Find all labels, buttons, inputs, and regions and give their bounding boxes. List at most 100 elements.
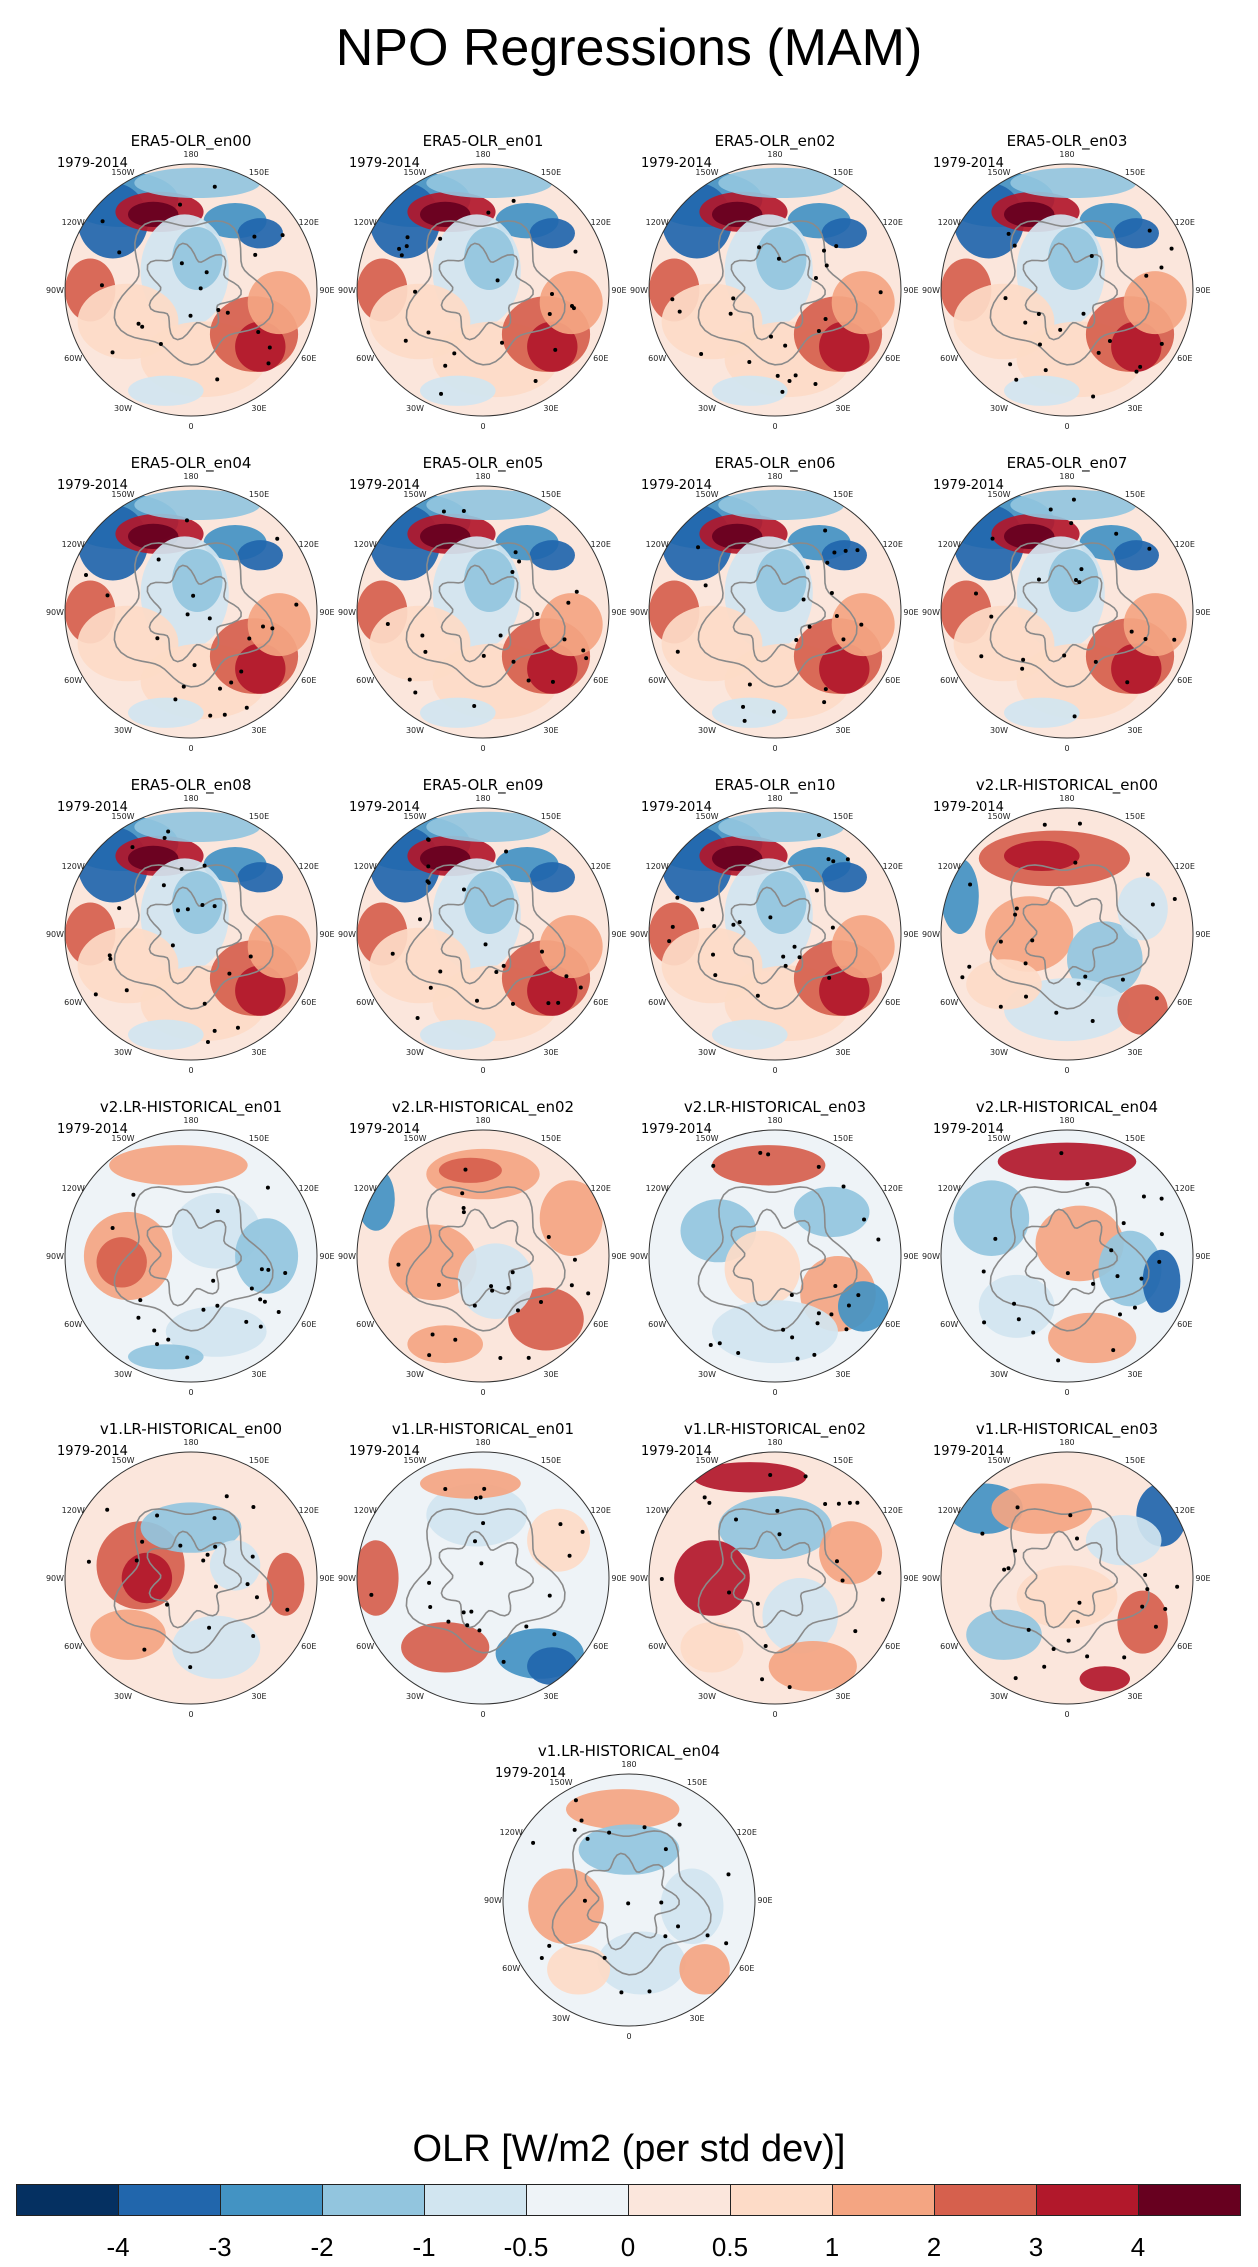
significance-dot	[607, 1830, 612, 1835]
colorbar-box	[526, 2184, 629, 2216]
map-boundary	[64, 163, 318, 417]
significance-dot	[564, 974, 569, 979]
significance-dot	[202, 863, 207, 868]
anomaly-shading	[819, 1521, 883, 1585]
significance-dot	[426, 330, 431, 335]
significance-dot	[547, 1593, 552, 1598]
significance-dot	[807, 624, 812, 629]
longitude-label: 60E	[301, 998, 316, 1007]
longitude-label: 0	[188, 1710, 193, 1719]
significance-dot	[834, 244, 839, 249]
longitude-label: 150E	[249, 490, 269, 499]
significance-dot	[152, 1328, 157, 1333]
longitude-label: 60W	[356, 1642, 374, 1651]
map-panel: ERA5-OLR_en08 180 150E 120E 90E 60E 30E 0 30W 60W…	[45, 776, 337, 1076]
anomaly-shading	[357, 1540, 399, 1616]
longitude-label: 60E	[593, 676, 608, 685]
longitude-label: 30W	[990, 1370, 1008, 1379]
significance-dot	[1069, 521, 1074, 526]
significance-dot	[1043, 368, 1048, 373]
significance-dot	[855, 1500, 860, 1505]
significance-dot	[827, 975, 832, 980]
anomaly-shading	[172, 227, 223, 290]
anomaly-shading	[1004, 697, 1080, 728]
significance-dot	[86, 1559, 91, 1564]
anomaly-shading	[128, 1344, 204, 1370]
figure-title: NPO Regressions (MAM)	[335, 19, 923, 77]
polar-map: 180 150E 120E 90E 60E 30E 0 30W 60W 90W 120W 150W	[630, 794, 919, 1075]
significance-dot	[792, 944, 797, 949]
significance-dot	[724, 1941, 729, 1946]
significance-dot	[876, 1237, 881, 1242]
colorbar-tick: 0	[620, 2232, 636, 2262]
significance-dot	[703, 583, 708, 588]
coastline	[146, 886, 242, 985]
map-panel: v2.LR-HISTORICAL_en03 180 150E 120E 90E 60E 30…	[629, 1098, 921, 1398]
significance-dot	[572, 1827, 577, 1832]
significance-dot	[531, 1840, 536, 1845]
longitude-label: 150W	[111, 168, 134, 177]
longitude-label: 90W	[484, 1896, 502, 1905]
significance-dot	[430, 1332, 435, 1337]
significance-dot	[100, 219, 105, 224]
longitude-label: 150W	[987, 1134, 1010, 1143]
longitude-label: 60E	[1177, 1320, 1192, 1329]
longitude-label: 90W	[922, 608, 940, 617]
longitude-label: 150E	[1125, 168, 1145, 177]
significance-dot	[813, 275, 818, 280]
colorbar-box	[322, 2184, 425, 2216]
significance-dot	[207, 616, 212, 621]
significance-dot	[880, 1597, 885, 1602]
significance-dot	[1014, 906, 1019, 911]
significance-dot	[805, 565, 810, 570]
significance-dot	[862, 1217, 867, 1222]
significance-dot	[841, 1184, 846, 1189]
significance-dot	[960, 975, 965, 980]
significance-dot	[816, 833, 821, 838]
significance-dot	[461, 1206, 466, 1211]
significance-dot	[285, 1607, 290, 1612]
longitude-label: 120E	[591, 862, 611, 871]
longitude-label: 120E	[883, 1506, 903, 1515]
significance-dot	[453, 1337, 458, 1342]
significance-dot	[140, 1539, 145, 1544]
anomaly-shading	[793, 1186, 870, 1238]
longitude-label: 120W	[938, 540, 961, 549]
panel-title: ERA5-OLR_en06	[714, 454, 836, 472]
longitude-label: 60W	[64, 676, 82, 685]
anomaly-shading	[407, 1325, 483, 1364]
significance-dot	[155, 636, 160, 641]
longitude-label: 60W	[940, 676, 958, 685]
coastline	[405, 1186, 566, 1332]
anomaly-shading	[266, 1552, 305, 1616]
longitude-label: 120W	[646, 1184, 669, 1193]
longitude-label: 90E	[319, 1252, 334, 1261]
significance-dot	[582, 1898, 587, 1903]
significance-dot	[836, 1501, 841, 1506]
significance-dot	[1075, 1536, 1080, 1541]
coastline	[438, 1530, 534, 1629]
significance-dot	[460, 1191, 465, 1196]
significance-dot	[1006, 1566, 1011, 1571]
map-panel: ERA5-OLR_en02 180 150E 120E 90E 60E 30E 0 30W 60W…	[629, 132, 921, 432]
coastline	[584, 1852, 680, 1951]
longitude-label: 90E	[611, 1252, 626, 1261]
significance-dot	[443, 1486, 448, 1491]
anomaly-shading	[420, 697, 496, 728]
significance-dot	[131, 1192, 136, 1197]
anomaly-shading	[1111, 321, 1162, 372]
polar-map: 180 150E 120E 90E 60E 30E 0 30W 60W 90W 120W 150W	[922, 150, 1211, 431]
anomaly-shading	[762, 1578, 838, 1654]
anomaly-shading	[966, 959, 1042, 1010]
significance-dot	[823, 1501, 828, 1506]
longitude-label: 60E	[301, 676, 316, 685]
longitude-label: 0	[772, 1388, 777, 1397]
polar-map: 180 150E 120E 90E 60E 30E 0 30W 60W 90W 120W 150W	[630, 1116, 919, 1397]
polar-map: 180 150E 120E 90E 60E 30E 0 30W 60W 90W 120W 150W	[630, 150, 919, 431]
longitude-label: 60W	[356, 676, 374, 685]
significance-dot	[856, 1293, 861, 1298]
longitude-label: 150E	[541, 1456, 561, 1465]
colorbar-box	[934, 2184, 1037, 2216]
significance-dot	[1059, 1151, 1064, 1156]
significance-dot	[539, 1955, 544, 1960]
